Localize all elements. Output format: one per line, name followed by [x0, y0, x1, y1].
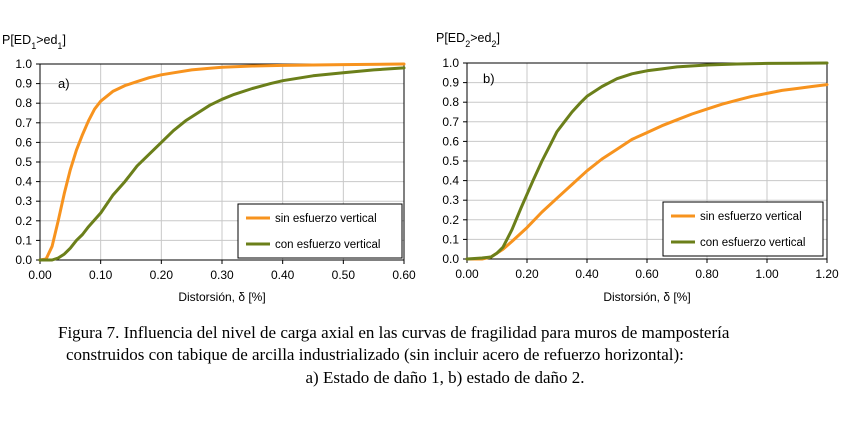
- y-tick-label: 0.0: [15, 253, 32, 267]
- y-tick-label: 0.3: [442, 193, 459, 207]
- x-tick-label: 0.30: [210, 268, 234, 282]
- y-axis-label: P[ED2>ed2]: [436, 31, 500, 49]
- caption-line-1: Figura 7. Influencia del nivel de carga …: [58, 323, 730, 342]
- panel-letter: b): [483, 71, 495, 86]
- x-tick-label: 1.00: [755, 267, 779, 281]
- y-tick-label: 0.6: [442, 134, 459, 148]
- x-tick-label: 0.00: [28, 268, 52, 282]
- x-tick-label: 0.20: [150, 268, 174, 282]
- x-tick-label: 0.20: [515, 267, 539, 281]
- y-tick-label: 0.5: [442, 154, 459, 168]
- y-tick-label: 0.4: [442, 174, 459, 188]
- legend-entry-label: con esfuerzo vertical: [275, 239, 380, 251]
- y-tick-label: 0.5: [15, 155, 32, 169]
- x-axis-label: Distorsión, δ [%]: [603, 290, 690, 304]
- legend-entry-label: sin esfuerzo vertical: [275, 213, 377, 225]
- caption-line-2: construidos con tabique de arcilla indus…: [66, 345, 684, 364]
- y-tick-label: 0.8: [442, 95, 459, 109]
- series-line-sin-esfuerzo: [38, 62, 406, 262]
- x-tick-label: 0.50: [332, 268, 356, 282]
- y-tick-label: 0.7: [15, 116, 32, 130]
- x-axis-label: Distorsión, δ [%]: [178, 290, 265, 304]
- chart-b: 0.00 0.20 0.40 0.60 0.80 1.00 1.20 0.0 0.1 0.2 0.3…: [436, 31, 839, 304]
- legend-entry-label: con esfuerzo vertical: [700, 237, 805, 249]
- y-tick-label: 0.3: [15, 194, 32, 208]
- series-line-sin-esfuerzo: [465, 83, 829, 261]
- y-axis-label: P[ED1>ed1]: [2, 33, 66, 51]
- caption-line-3: a) Estado de daño 1, b) estado de daño 2…: [305, 368, 585, 387]
- legend: sin esfuerzo vertical con esfuerzo vertic…: [237, 203, 403, 259]
- y-tick-label: 0.1: [15, 233, 32, 247]
- y-tick-label: 0.1: [442, 232, 459, 246]
- y-tick-label: 0.2: [442, 213, 459, 227]
- legend-entry-label: sin esfuerzo vertical: [700, 211, 802, 223]
- legend-box: [237, 203, 403, 259]
- x-tick-label: 0.40: [271, 268, 295, 282]
- x-tick-label: 1.20: [815, 267, 839, 281]
- panel-letter: a): [58, 76, 70, 91]
- y-tick-label: 1.0: [442, 56, 459, 70]
- x-tick-label: 0.60: [392, 268, 416, 282]
- x-tick-label: 0.80: [695, 267, 719, 281]
- y-tick-label: 0.6: [15, 135, 32, 149]
- y-tick-label: 0.0: [442, 252, 459, 266]
- x-tick-label: 0.10: [89, 268, 113, 282]
- y-tick-label: 0.9: [442, 76, 459, 90]
- series-line-con-esfuerzo: [465, 61, 829, 261]
- y-tick-label: 0.2: [15, 214, 32, 228]
- x-tick-label: 0.40: [575, 267, 599, 281]
- y-tick-label: 0.8: [15, 96, 32, 110]
- legend-box: [662, 201, 824, 257]
- x-tick-label: 0.60: [635, 267, 659, 281]
- series-line-con-esfuerzo: [38, 66, 406, 262]
- legend: sin esfuerzo vertical con esfuerzo vertic…: [662, 201, 824, 257]
- y-tick-label: 0.9: [15, 77, 32, 91]
- y-tick-label: 0.7: [442, 115, 459, 129]
- y-tick-label: 1.0: [15, 57, 32, 71]
- y-tick-label: 0.4: [15, 175, 32, 189]
- x-tick-label: 0.00: [455, 267, 479, 281]
- chart-a: 0.00 0.10 0.20 0.30 0.40 0.50 0.60 0.0 0.1 0.2 0.3…: [2, 33, 416, 304]
